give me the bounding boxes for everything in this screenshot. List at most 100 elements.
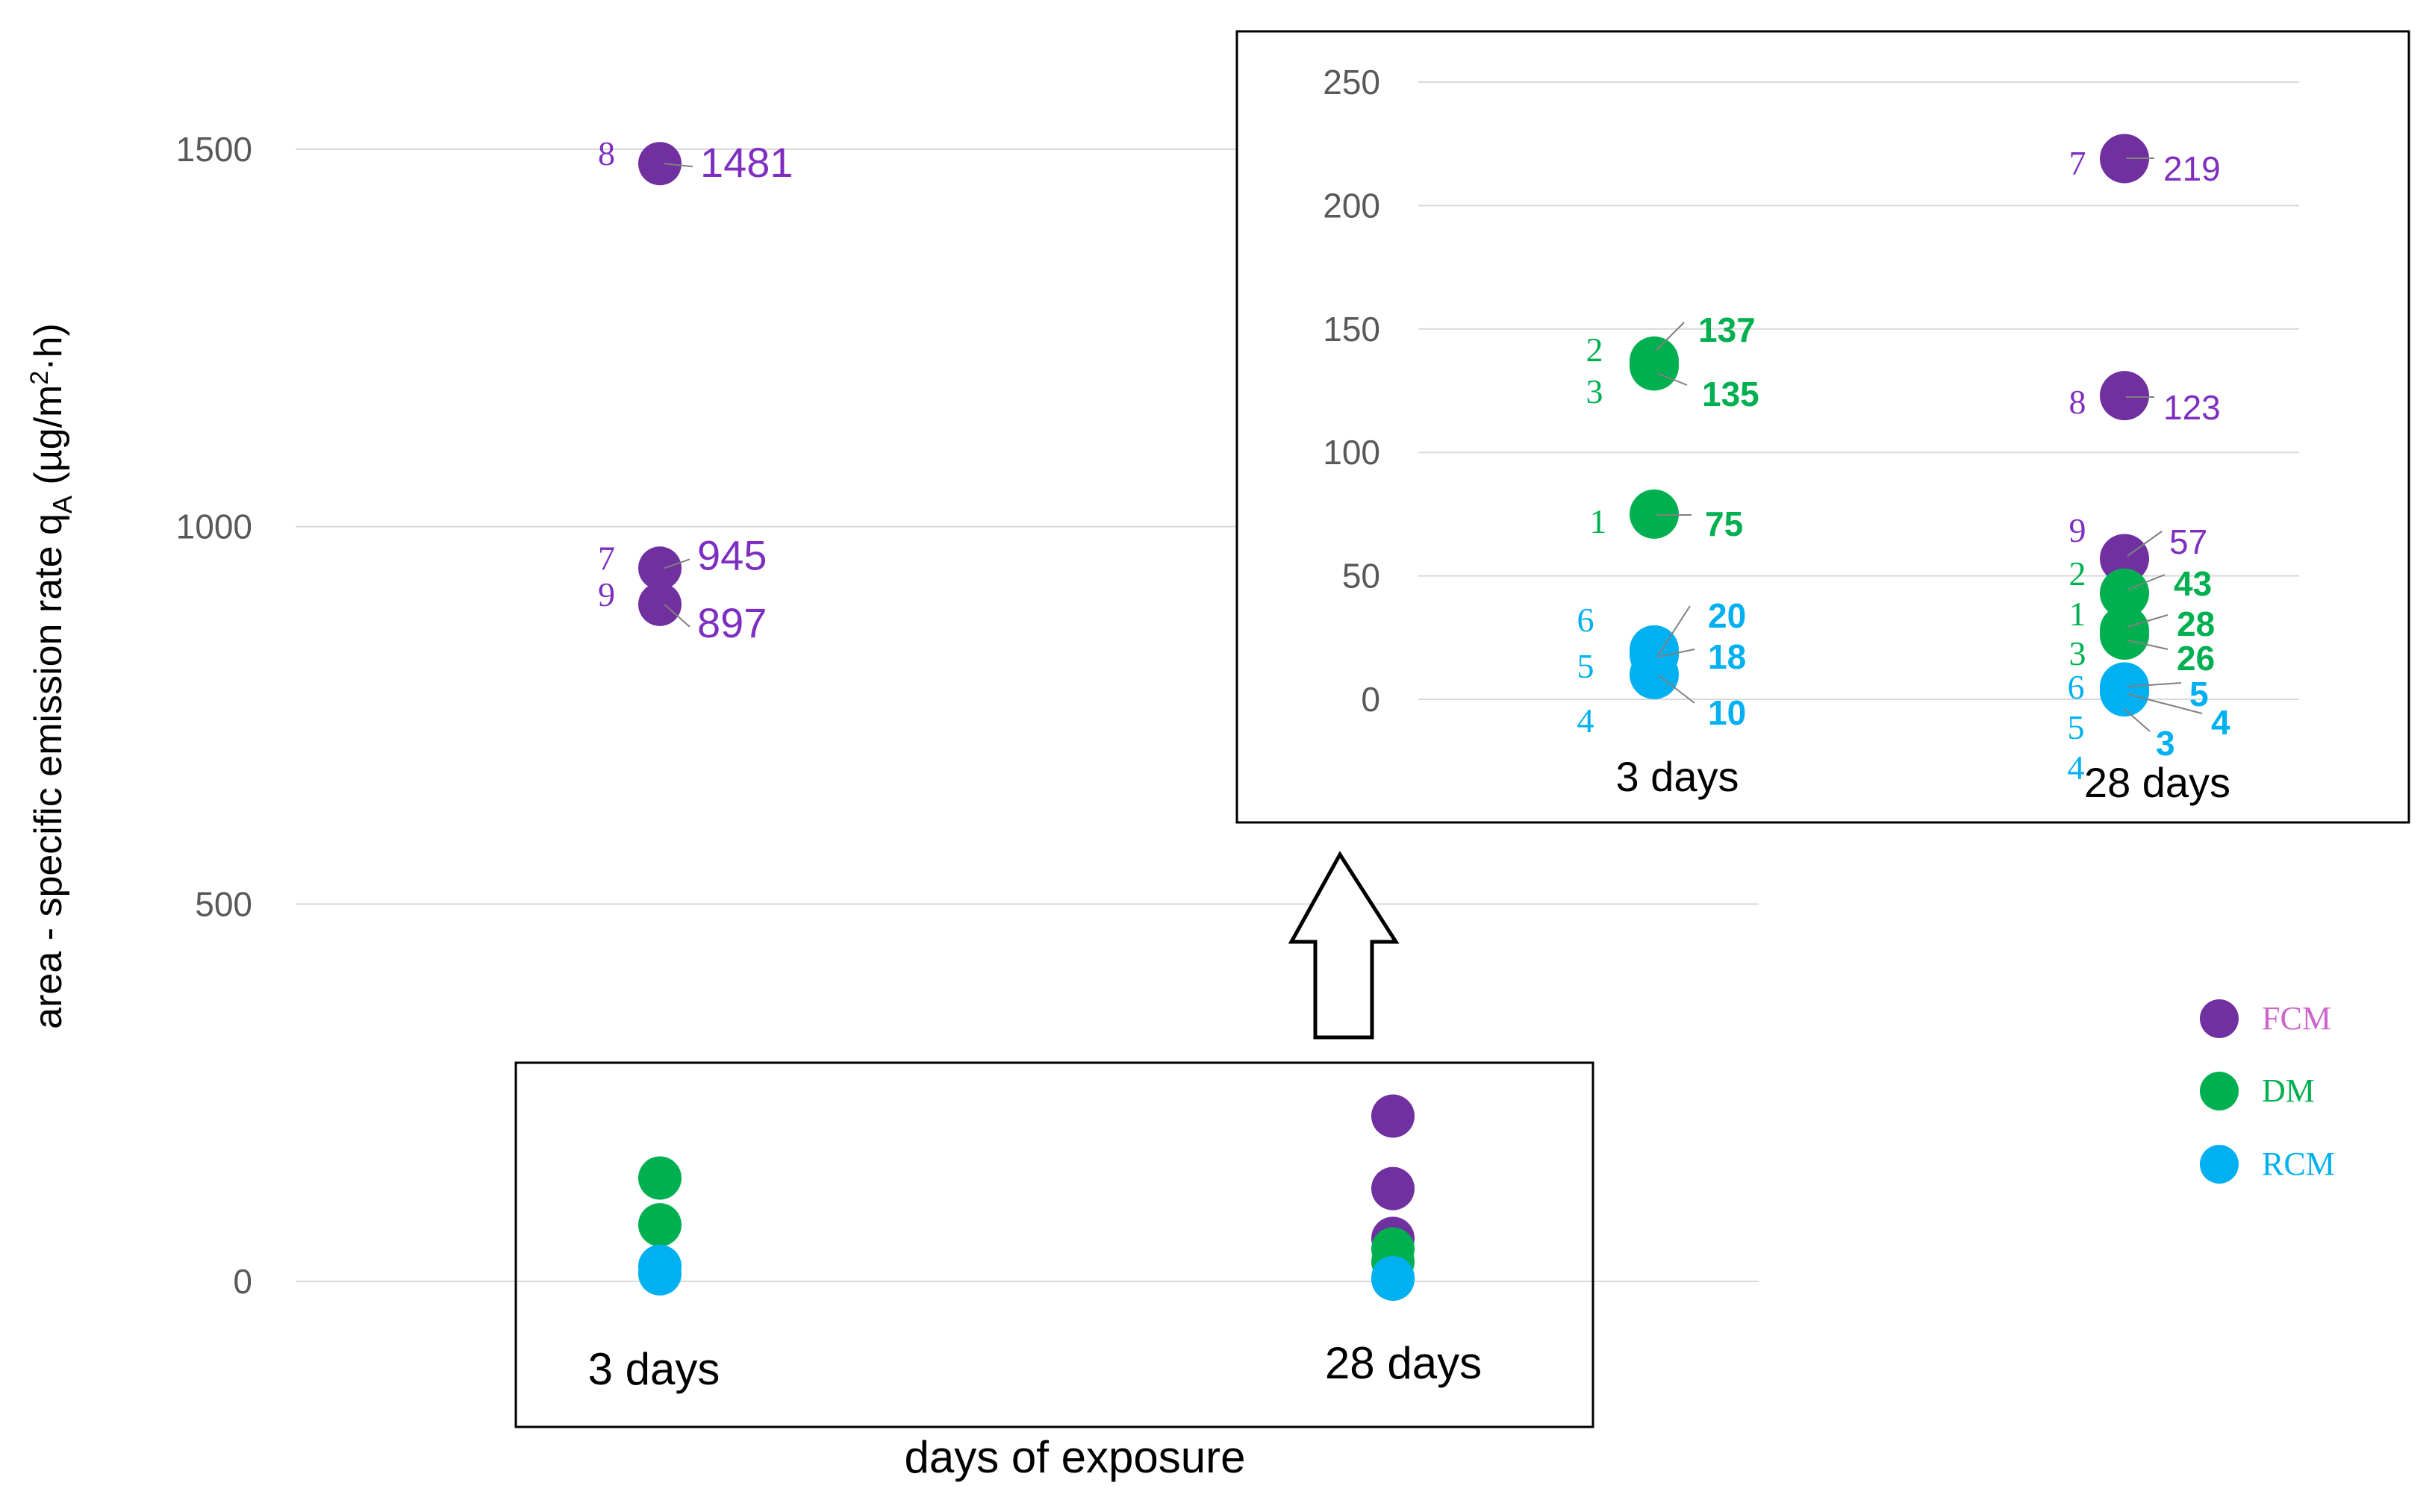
legend-label-rcm: RCM <box>2262 1146 2335 1182</box>
inset-leader-line <box>2127 640 2169 650</box>
inset-frame <box>1235 30 2410 824</box>
inset-leader-line <box>1656 605 1691 657</box>
inset-y-tick-label: 100 <box>1323 433 1380 472</box>
main-leader-line <box>664 163 693 168</box>
inset-data-label: 4 <box>2211 703 2230 742</box>
inset-point-fcm <box>2100 371 2149 421</box>
y-axis-title-main: area - specific emission rate q <box>27 513 70 1029</box>
inset-sample-id: 5 <box>1577 647 1594 685</box>
inset-sample-id: 5 <box>2068 708 2085 746</box>
main-y-tick-label: 500 <box>195 884 252 923</box>
main-sample-id: 9 <box>598 575 615 613</box>
inset-y-tick-label: 250 <box>1323 63 1380 101</box>
main-data-label: 1481 <box>700 139 794 186</box>
legend-label-dm: DM <box>2262 1072 2315 1109</box>
inset-leader-line <box>2127 614 2169 628</box>
main-x-category-label: 3 days <box>588 1344 720 1394</box>
inset-data-label: 3 <box>2156 724 2175 763</box>
inset-point-fcm <box>2100 534 2149 584</box>
y-axis-title: area - specific emission rate qA (µg/m2·… <box>25 323 78 1029</box>
y-axis-title-unit-sup: 2 <box>25 371 54 385</box>
main-point-fcm <box>638 142 682 186</box>
inset-data-label: 18 <box>1708 637 1746 676</box>
legend: FCM DM RCM <box>2200 999 2335 1184</box>
inset-sample-id: 7 <box>2069 144 2086 182</box>
inset-point-dm <box>2100 568 2149 618</box>
inset-point-rcm <box>2100 667 2149 717</box>
legend-marker-fcm <box>2200 999 2239 1038</box>
inset-point-fcm <box>2100 134 2149 184</box>
inset-y-tick-label: 200 <box>1323 186 1380 225</box>
main-y-tick-label: 0 <box>233 1262 252 1301</box>
main-y-tick-label: 1500 <box>176 130 252 169</box>
main-point-fcm <box>638 546 682 590</box>
main-point-fcm <box>1371 1094 1415 1138</box>
main-leader-line <box>664 558 690 569</box>
main-point-dm <box>638 1203 682 1247</box>
inset-point-dm <box>2100 610 2149 660</box>
legend-marker-dm <box>2200 1072 2239 1110</box>
main-point-rcm <box>638 1252 682 1296</box>
inset-data-label: 26 <box>2177 639 2215 678</box>
y-axis-title-unit-end: ·h) <box>27 323 70 371</box>
y-axis-title-unit: (µg/m <box>27 385 70 496</box>
inset-data-label: 135 <box>1702 375 1759 413</box>
inset-sample-id: 8 <box>2069 383 2086 421</box>
inset-point-rcm <box>1630 649 1679 699</box>
inset-leader-line <box>2127 693 2203 714</box>
inset-leader-line <box>1658 649 1695 657</box>
main-sample-id: 8 <box>598 134 615 172</box>
inset-data-label: 43 <box>2174 564 2212 603</box>
inset-y-tick-label: 50 <box>1342 557 1380 596</box>
legend-marker-rcm <box>2200 1145 2239 1184</box>
inset-data-label: 28 <box>2177 605 2215 643</box>
inset-plot: 0501001502002502197123857913721353751432… <box>1235 30 2410 824</box>
inset-leader-line <box>1658 675 1695 704</box>
y-axis-title-subscript: A <box>47 496 78 513</box>
inset-sample-id: 3 <box>2069 634 2086 672</box>
inset-point-dm <box>1630 489 1679 539</box>
legend-label-fcm: FCM <box>2262 1000 2331 1037</box>
inset-data-label: 20 <box>1708 596 1746 635</box>
inset-sample-id: 1 <box>2069 595 2086 633</box>
main-point-fcm <box>638 582 682 626</box>
inset-sample-id: 2 <box>2069 554 2086 593</box>
main-data-label: 897 <box>697 599 767 646</box>
inset-x-category-label: 3 days <box>1616 753 1739 800</box>
inset-data-label: 137 <box>1698 310 1756 349</box>
inset-sample-id: 4 <box>2068 749 2085 787</box>
inset-sample-id: 1 <box>1590 502 1607 540</box>
inset-leader-line <box>2127 574 2166 590</box>
inset-leader-line <box>2124 708 2151 732</box>
inset-data-label: 123 <box>2163 388 2221 427</box>
inset-leader-line <box>1656 372 1688 386</box>
main-x-category-label: 28 days <box>1325 1338 1482 1388</box>
x-axis-title: days of exposure <box>905 1432 1246 1482</box>
inset-sample-id: 4 <box>1577 702 1594 740</box>
main-y-tick-label: 1000 <box>176 507 252 546</box>
inset-data-label: 219 <box>2163 149 2221 188</box>
inset-sample-id: 3 <box>1586 372 1603 410</box>
inset-data-label: 75 <box>1705 504 1743 543</box>
main-leader-line <box>664 604 690 628</box>
main-data-label: 945 <box>697 531 767 578</box>
inset-x-category-label: 28 days <box>2084 759 2230 806</box>
inset-data-label: 5 <box>2189 675 2209 713</box>
zoom-arrow-icon <box>1288 851 1400 1040</box>
inset-sample-id: 6 <box>2068 668 2085 706</box>
main-sample-id: 7 <box>598 539 615 577</box>
inset-sample-id: 9 <box>2069 511 2086 549</box>
inset-sample-id: 6 <box>1577 601 1594 639</box>
main-point-dm <box>638 1156 682 1200</box>
main-point-rcm <box>1371 1257 1415 1301</box>
main-point-fcm <box>1371 1166 1415 1210</box>
inset-data-label: 10 <box>1708 693 1746 732</box>
inset-point-dm <box>1630 341 1679 391</box>
inset-leader-line <box>2127 682 2182 687</box>
inset-y-tick-label: 0 <box>1361 680 1380 719</box>
inset-leader-line <box>1655 322 1685 352</box>
zoom-region-box <box>514 1061 1594 1428</box>
inset-data-label: 57 <box>2169 522 2207 561</box>
